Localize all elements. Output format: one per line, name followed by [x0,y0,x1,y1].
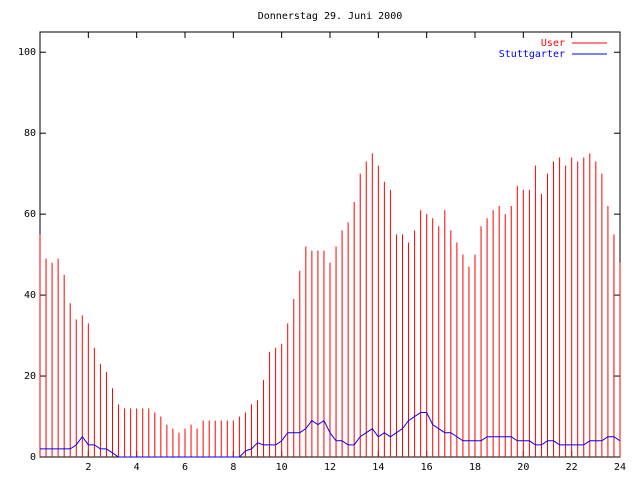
x-tick-label: 4 [134,462,140,473]
legend-label: Stuttgarter [499,49,565,60]
legend-label: User [541,38,565,49]
y-tick-label: 80 [24,128,36,139]
x-tick-label: 12 [324,462,336,473]
x-tick-label: 16 [421,462,433,473]
x-tick-label: 24 [614,462,626,473]
x-tick-label: 8 [230,462,236,473]
y-tick-label: 0 [30,452,36,463]
series-line [40,411,621,458]
x-tick-label: 14 [372,462,384,473]
x-tick-label: 22 [566,462,578,473]
y-tick-label: 40 [24,290,36,301]
x-tick-label: 18 [469,462,481,473]
x-tick-label: 2 [85,462,91,473]
x-tick-label: 10 [276,462,288,473]
y-tick-label: 60 [24,209,36,220]
x-tick-label: 20 [517,462,529,473]
y-tick-label: 100 [18,47,36,58]
x-tick-label: 6 [182,462,188,473]
y-tick-label: 20 [24,371,36,382]
chart-title: Donnerstag 29. Juni 2000 [258,11,403,22]
